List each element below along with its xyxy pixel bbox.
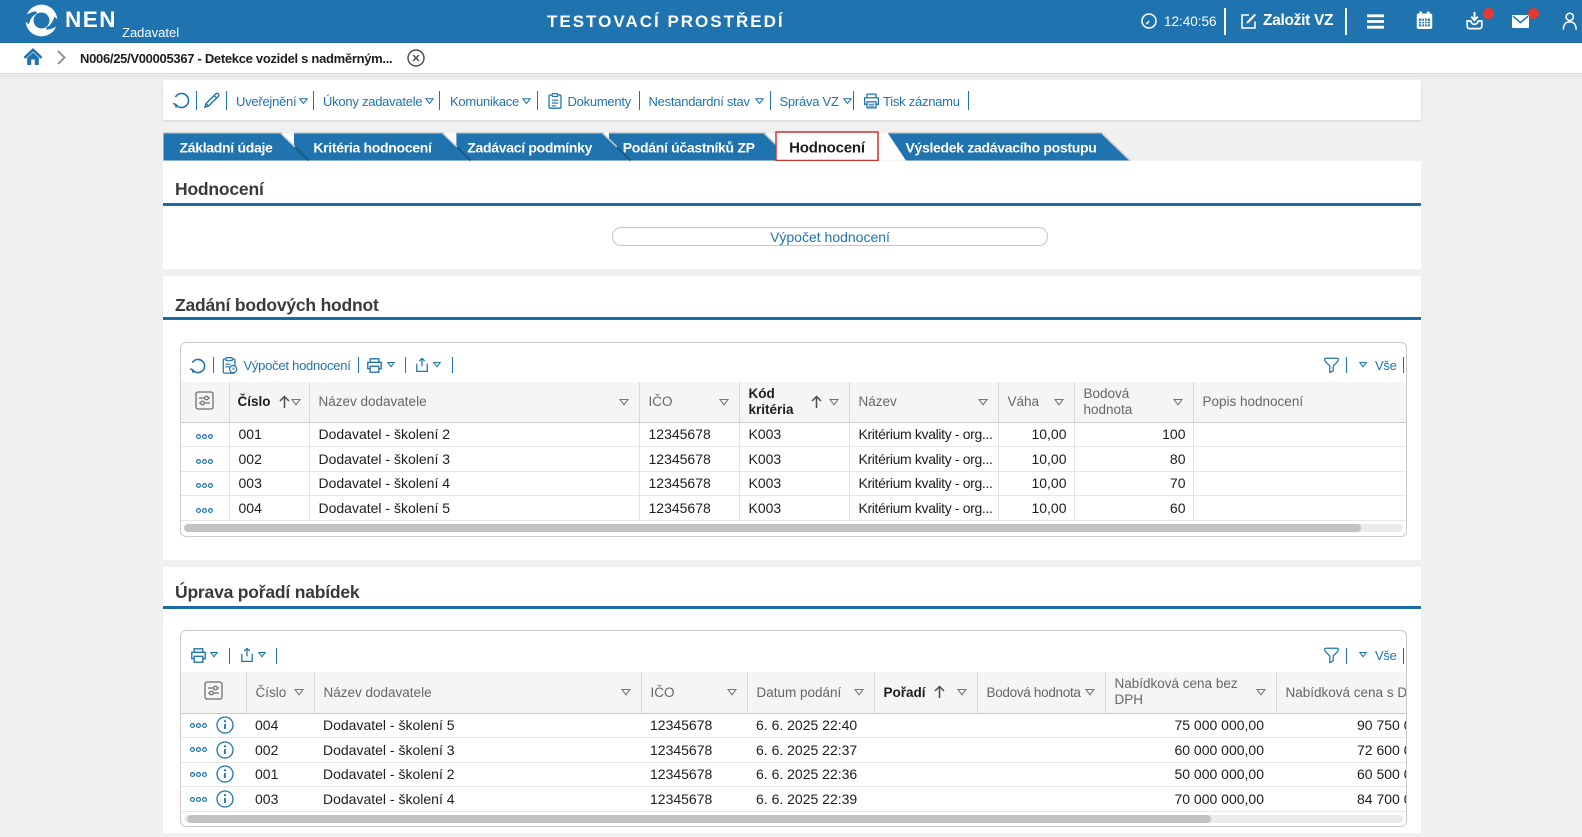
- svg-text:Podání účastníků ZP: Podání účastníků ZP: [623, 140, 755, 156]
- svg-text:Zadávací podmínky: Zadávací podmínky: [467, 140, 592, 156]
- svg-text:Základní údaje: Základní údaje: [179, 140, 273, 156]
- svg-text:Kritéria hodnocení: Kritéria hodnocení: [313, 140, 433, 156]
- svg-text:Hodnocení: Hodnocení: [789, 140, 866, 157]
- svg-text:Výsledek zadávacího postupu: Výsledek zadávacího postupu: [905, 140, 1096, 156]
